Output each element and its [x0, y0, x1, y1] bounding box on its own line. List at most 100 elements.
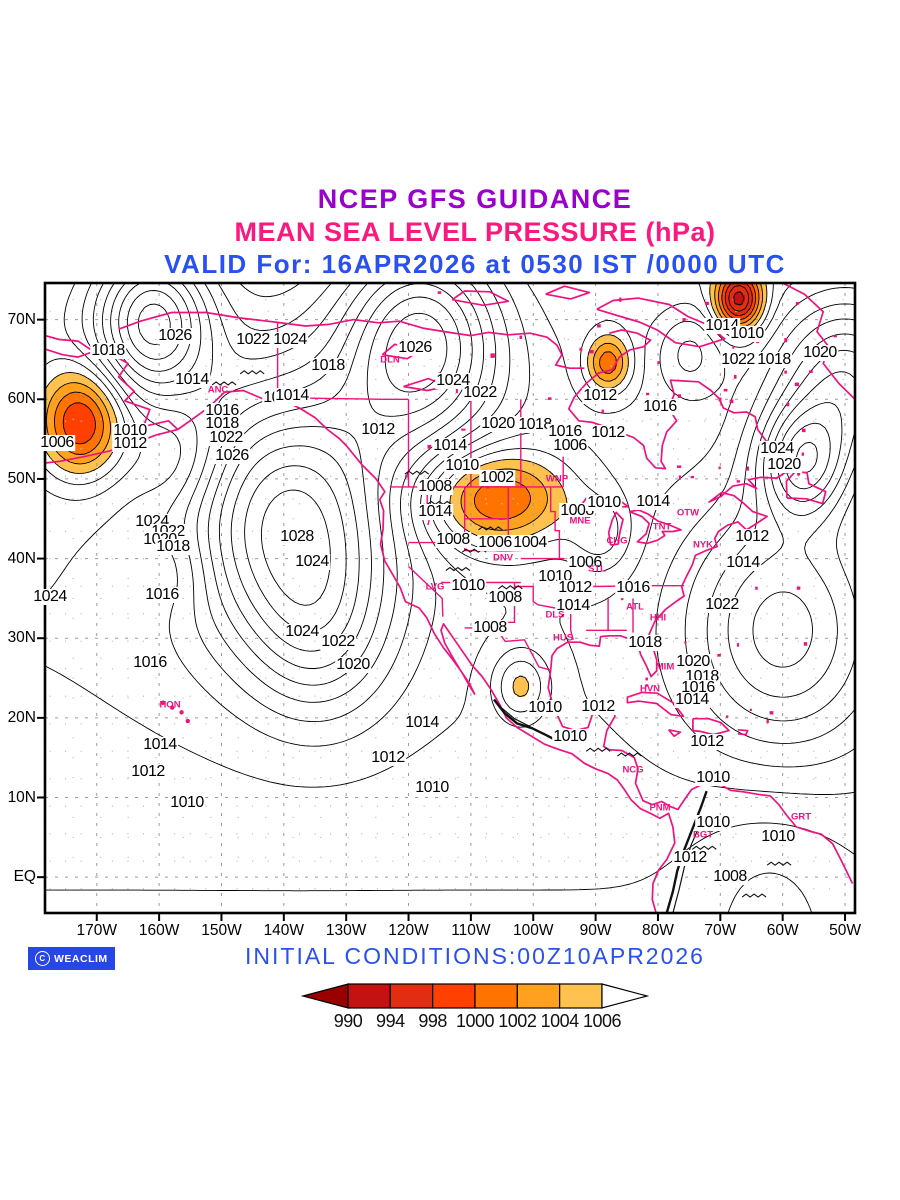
y-tick-label: 30N	[7, 629, 36, 647]
contour-label: 1010	[760, 828, 796, 845]
contour-label: 1018	[310, 357, 346, 374]
weaclim-logo: C WEACLIM	[28, 947, 115, 970]
field-title: MEAN SEA LEVEL PRESSURE (hPa)	[234, 216, 716, 247]
contour-label: 1010	[414, 779, 450, 796]
colorbar-tick-label: 1000	[455, 1011, 495, 1031]
coastline-layer	[44, 282, 856, 914]
colorbar-tick-label: 998	[418, 1011, 447, 1031]
y-tick-label: 60N	[7, 390, 36, 408]
station-label: ANC	[207, 384, 229, 396]
contour-label: 1012	[360, 421, 396, 438]
isobar-contours	[44, 282, 856, 914]
station-label: GRT	[790, 811, 812, 823]
contour-label: 1012	[590, 424, 626, 441]
station-label: MIM	[655, 661, 675, 673]
station-label: ATL	[626, 601, 644, 613]
contour-label: 1010	[695, 769, 731, 786]
station-label: LVG	[425, 581, 445, 593]
contour-label: 1012	[672, 849, 708, 866]
station-label: PNM	[649, 802, 671, 814]
contour-label: 1006	[39, 434, 75, 451]
y-tick-label: 70N	[7, 310, 36, 328]
valid-time-title: VALID For: 16APR2026 at 0530 IST /0000 U…	[164, 248, 786, 279]
x-tick-label: 140W	[263, 922, 305, 939]
contour-label: 1026	[157, 327, 193, 344]
island-dot	[160, 700, 166, 705]
x-tick-label: 120W	[388, 922, 429, 939]
contour-label: 1022	[208, 429, 244, 446]
copyright-icon: C	[35, 951, 50, 966]
x-tick-label: 70W	[704, 922, 737, 939]
contour-label: 1012	[734, 528, 770, 545]
station-label: HHI	[649, 612, 667, 624]
colorbar-tick-label: 1004	[540, 1011, 580, 1031]
colorbar-segment	[516, 983, 561, 1009]
contour-label: 1022	[720, 351, 756, 368]
colorbar-segment	[432, 983, 476, 1009]
contour-label: 1014	[674, 691, 710, 708]
contour-label: 1018	[204, 415, 240, 432]
contour-label: 1008	[559, 502, 595, 519]
y-tick-label: 50N	[7, 469, 36, 487]
contour-label: 1004	[512, 534, 548, 551]
contour-label: 1018	[517, 416, 553, 433]
station-label: HUS	[552, 632, 574, 644]
station-label: DLS	[545, 609, 565, 621]
contour-label: 1018	[90, 342, 126, 359]
contour-label: 1008	[417, 478, 453, 495]
contour-label: 1018	[155, 538, 191, 555]
axis-ticks	[37, 318, 847, 921]
contour-label: 1020	[766, 456, 802, 473]
title-block: NCEP GFS GUIDANCE MEAN SEA LEVEL PRESSUR…	[70, 183, 880, 281]
contour-label: 1010	[169, 794, 205, 811]
contour-label: 1016	[132, 654, 168, 671]
contour-label: 1012	[557, 579, 593, 596]
contour-label: 1014	[174, 371, 210, 388]
contour-label: 1002	[479, 469, 515, 486]
x-tick-label: 90W	[579, 922, 612, 939]
contour-label: 1026	[397, 339, 433, 356]
contour-label: 1024	[294, 553, 330, 570]
contour-label: 1012	[370, 749, 406, 766]
contour-label: 1010	[552, 728, 588, 745]
contour-label: 1020	[802, 344, 838, 361]
colorbar-segment	[347, 983, 391, 1009]
contour-label: 1022	[235, 331, 271, 348]
colorbar-right-arrow	[601, 983, 650, 1009]
contour-label: 1024	[435, 372, 471, 389]
contour-label: 1008	[487, 589, 523, 606]
y-tick-label: EQ	[13, 868, 36, 886]
y-tick-label: 40N	[7, 549, 36, 567]
y-tick-label: 20N	[7, 708, 36, 726]
brand-label: WEACLIM	[54, 952, 108, 965]
contour-label: 1012	[112, 435, 148, 452]
contour-label: 1026	[214, 447, 250, 464]
contour-label: 1016	[547, 423, 583, 440]
island-dot	[170, 705, 175, 710]
contour-label: 1022	[462, 384, 498, 401]
x-tick-label: 160W	[138, 922, 180, 939]
station-label: STL	[588, 563, 606, 575]
station-label: NYK	[692, 539, 714, 551]
station-label: CHG	[606, 535, 628, 547]
contour-label: 1016	[144, 586, 180, 603]
contour-label: 1024	[272, 331, 308, 348]
station-label: MNE	[569, 515, 591, 527]
contour-label: 1010	[527, 699, 563, 716]
x-tick-label: 80W	[642, 922, 674, 939]
contour-label: 1012	[689, 733, 725, 750]
colorbar	[300, 983, 650, 1009]
station-label: DLN	[380, 354, 400, 366]
x-tick-label: 110W	[451, 922, 491, 939]
contour-label: 1014	[404, 714, 440, 731]
colorbar-segment	[474, 983, 518, 1009]
contour-label: 1016	[642, 398, 678, 415]
contour-label: 1016	[615, 579, 651, 596]
contour-label: 1020	[480, 415, 516, 432]
contour-label: 1024	[32, 588, 68, 605]
contour-label: 1022	[704, 596, 740, 613]
initial-conditions-label: INITIAL CONDITIONS:00Z10APR2026	[245, 943, 705, 969]
contour-label: 1020	[335, 656, 371, 673]
contour-label: 1014	[417, 503, 453, 520]
